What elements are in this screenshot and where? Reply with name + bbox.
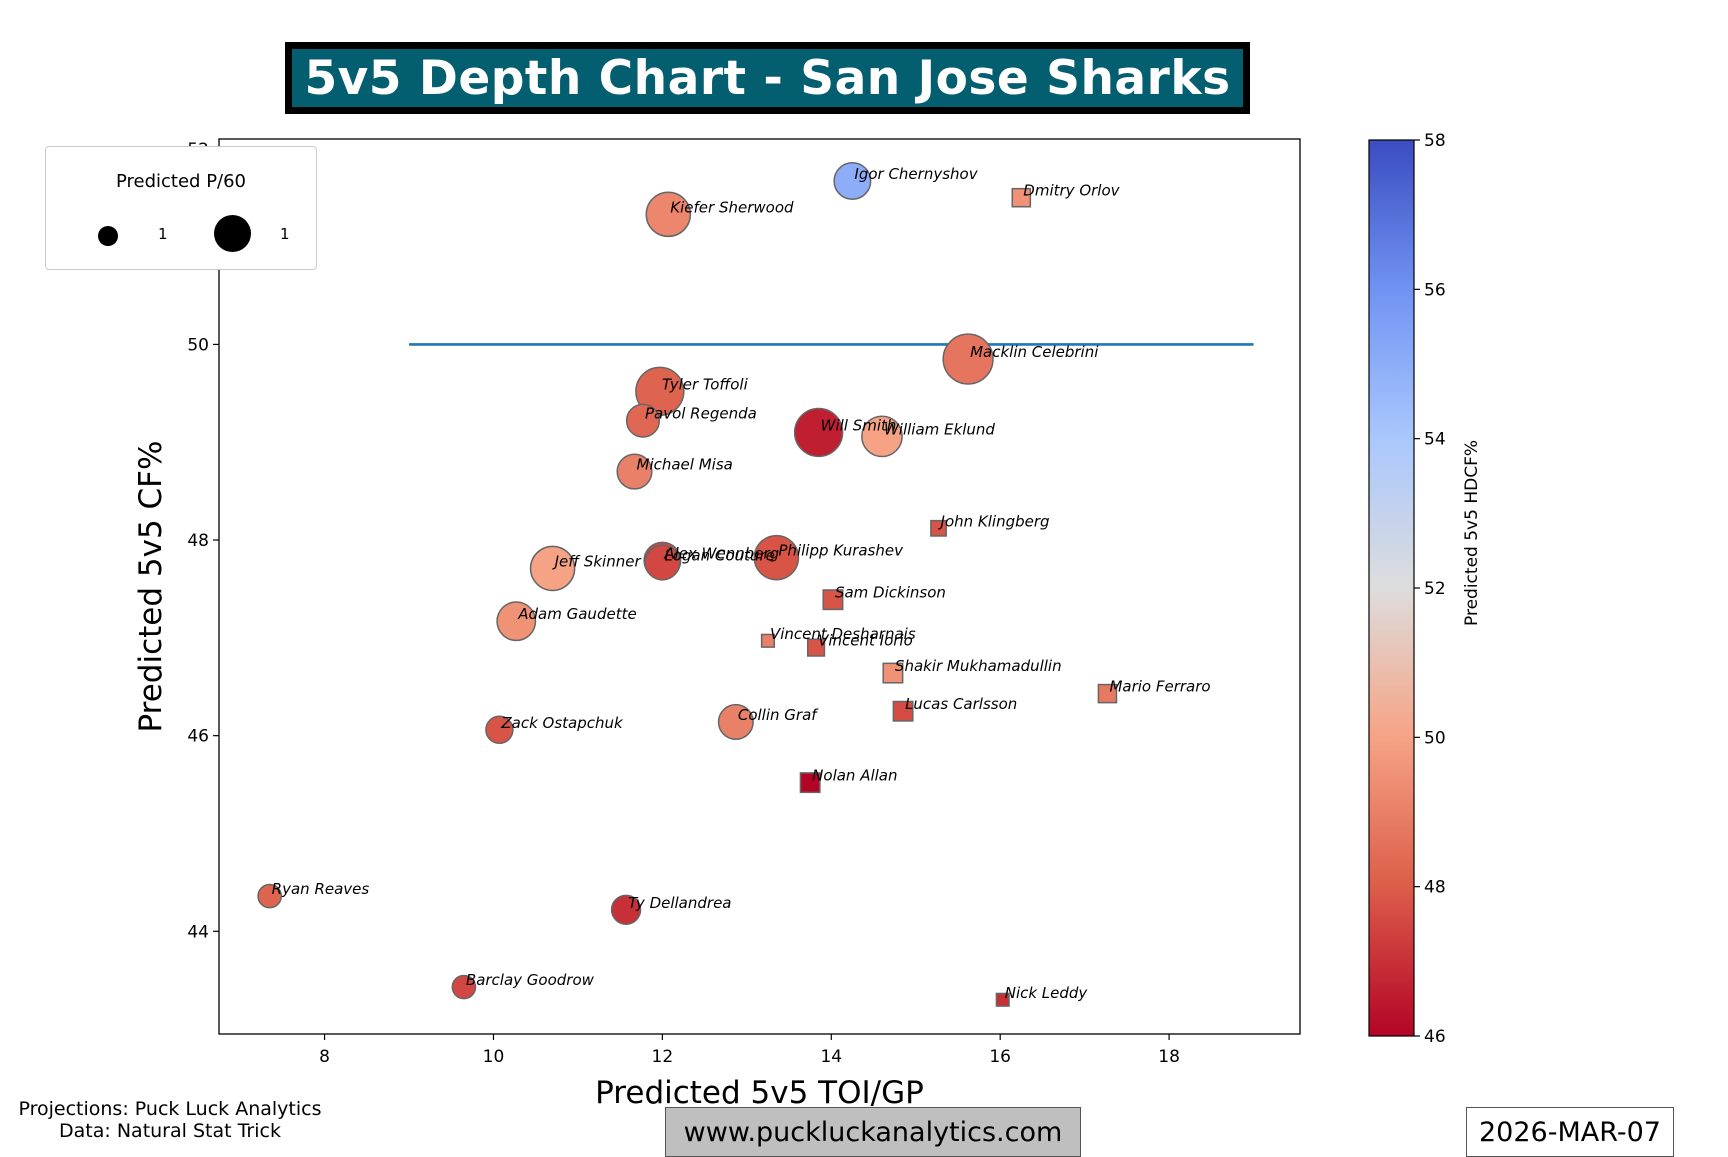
point-marker xyxy=(635,366,685,417)
point-label: Igor Chernyshov xyxy=(854,165,978,183)
colorbar-tick-label: 58 xyxy=(1424,131,1446,151)
point-label: Ty Dellandrea xyxy=(628,894,731,912)
y-tick-label: 50 xyxy=(187,335,209,355)
y-axis-label: Predicted 5v5 CF% xyxy=(133,441,169,733)
colorbar-tick-label: 52 xyxy=(1424,579,1446,599)
point-label: Nick Leddy xyxy=(1005,984,1089,1002)
legend-small-marker xyxy=(98,226,118,246)
point-marker xyxy=(1097,683,1118,704)
point-label: Jeff Skinner xyxy=(552,552,642,570)
date-box: 2026-MAR-07 xyxy=(1466,1107,1674,1157)
x-tick-label: 8 xyxy=(319,1047,330,1067)
point-marker xyxy=(644,544,681,581)
credit-projections: Projections: Puck Luck Analytics xyxy=(18,1098,322,1120)
point-label: Adam Gaudette xyxy=(517,605,636,623)
plot-area xyxy=(218,138,1301,1035)
credits: Projections: Puck Luck Analytics Data: N… xyxy=(10,1098,330,1142)
point-marker xyxy=(793,407,844,458)
y-tick-label: 46 xyxy=(187,727,209,747)
point-label: Ryan Reaves xyxy=(272,880,370,898)
point-marker xyxy=(995,992,1010,1007)
point-label: Sam Dickinson xyxy=(835,584,946,602)
point-marker xyxy=(861,415,903,458)
point-label: Zack Ostapchuk xyxy=(500,714,624,732)
size-legend: Predicted P/60 1 1 xyxy=(45,146,317,270)
x-tick-label: 18 xyxy=(1158,1047,1180,1067)
chart-title: 5v5 Depth Chart - San Jose Sharks xyxy=(304,50,1231,106)
point-marker xyxy=(930,519,947,537)
legend-title: Predicted P/60 xyxy=(115,171,247,192)
point-marker xyxy=(833,162,872,201)
point-label: Barclay Goodrow xyxy=(466,971,595,989)
point-label: William Eklund xyxy=(884,420,995,438)
plot-border xyxy=(218,138,1301,1035)
point-label: Dmitry Orlov xyxy=(1023,182,1120,200)
point-label: Lucas Carlsson xyxy=(905,695,1017,713)
axes-layer: 810121416184446485052Predicted 5v5 TOI/G… xyxy=(133,140,1180,1111)
legend-small-label: 1 xyxy=(158,225,168,243)
legend-large-label: 1 xyxy=(280,225,290,243)
colorbar-tick-label: 48 xyxy=(1424,878,1446,898)
point-marker xyxy=(942,333,994,385)
point-label: Nolan Allan xyxy=(812,767,897,785)
point-marker xyxy=(625,403,661,438)
x-axis-label: Predicted 5v5 TOI/GP xyxy=(595,1075,924,1111)
colorbar-label: Predicted 5v5 HDCF% xyxy=(1462,440,1482,626)
point-label: Kiefer Sherwood xyxy=(670,198,794,216)
point-label: Macklin Celebrini xyxy=(970,343,1099,361)
point-label: Michael Misa xyxy=(637,456,733,474)
data-points-layer xyxy=(257,162,1118,1007)
colorbar-tick-label: 56 xyxy=(1424,280,1446,300)
y-tick-label: 44 xyxy=(187,922,209,942)
point-marker xyxy=(760,633,775,648)
x-tick-label: 16 xyxy=(989,1047,1011,1067)
date-text: 2026-MAR-07 xyxy=(1479,1116,1661,1148)
point-marker xyxy=(610,894,642,925)
point-marker xyxy=(753,534,800,581)
point-label: Pavol Regenda xyxy=(645,405,757,423)
colorbar-tick-label: 54 xyxy=(1424,430,1446,450)
point-marker xyxy=(496,601,537,642)
point-label: Collin Graf xyxy=(738,706,819,724)
point-marker xyxy=(451,974,477,1000)
point-label: Alex Wennberg xyxy=(663,545,779,563)
credit-data: Data: Natural Stat Trick xyxy=(59,1120,281,1142)
point-label: Will Smith xyxy=(821,416,897,434)
point-label: Tyler Toffoli xyxy=(662,375,749,393)
colorbar-tick-label: 46 xyxy=(1424,1027,1446,1047)
point-marker xyxy=(1011,187,1032,208)
colorbar: 46 48 50 52 54 56 58 Predicted 5v5 HDCF% xyxy=(1368,131,1482,1047)
point-label: Mario Ferraro xyxy=(1109,678,1210,696)
website-text: www.puckluckanalytics.com xyxy=(683,1116,1063,1148)
point-marker xyxy=(822,589,844,611)
colorbar-gradient xyxy=(1368,139,1415,1037)
x-tick-label: 10 xyxy=(483,1047,505,1067)
website-box: www.puckluckanalytics.com xyxy=(665,1107,1081,1157)
point-marker xyxy=(529,545,576,592)
x-tick-label: 14 xyxy=(820,1047,842,1067)
point-marker xyxy=(892,700,914,722)
x-tick-label: 12 xyxy=(652,1047,674,1067)
point-marker xyxy=(616,453,653,490)
point-marker xyxy=(485,715,514,745)
point-label: Shakir Mukhamadullin xyxy=(895,657,1062,675)
point-marker xyxy=(882,662,904,684)
point-label: Vincent Desharnais xyxy=(770,625,916,643)
legend-large-marker xyxy=(214,215,251,252)
point-marker xyxy=(717,703,754,741)
point-label: Logan Couture xyxy=(664,547,774,565)
point-label: Philipp Kurashev xyxy=(778,542,904,560)
chart-title-banner: 5v5 Depth Chart - San Jose Sharks xyxy=(285,42,1250,114)
point-label: Vincent Iorio xyxy=(818,632,913,650)
point-marker xyxy=(806,638,826,657)
point-marker xyxy=(257,883,283,909)
y-tick-label: 48 xyxy=(187,531,209,551)
point-label: John Klingberg xyxy=(938,512,1050,530)
point-marker xyxy=(799,772,821,794)
colorbar-tick-label: 50 xyxy=(1424,728,1446,748)
point-marker xyxy=(645,191,692,238)
point-labels-layer: Igor Chernyshov Dmitry Orlov Kiefer Sherwo… xyxy=(272,165,1211,1002)
